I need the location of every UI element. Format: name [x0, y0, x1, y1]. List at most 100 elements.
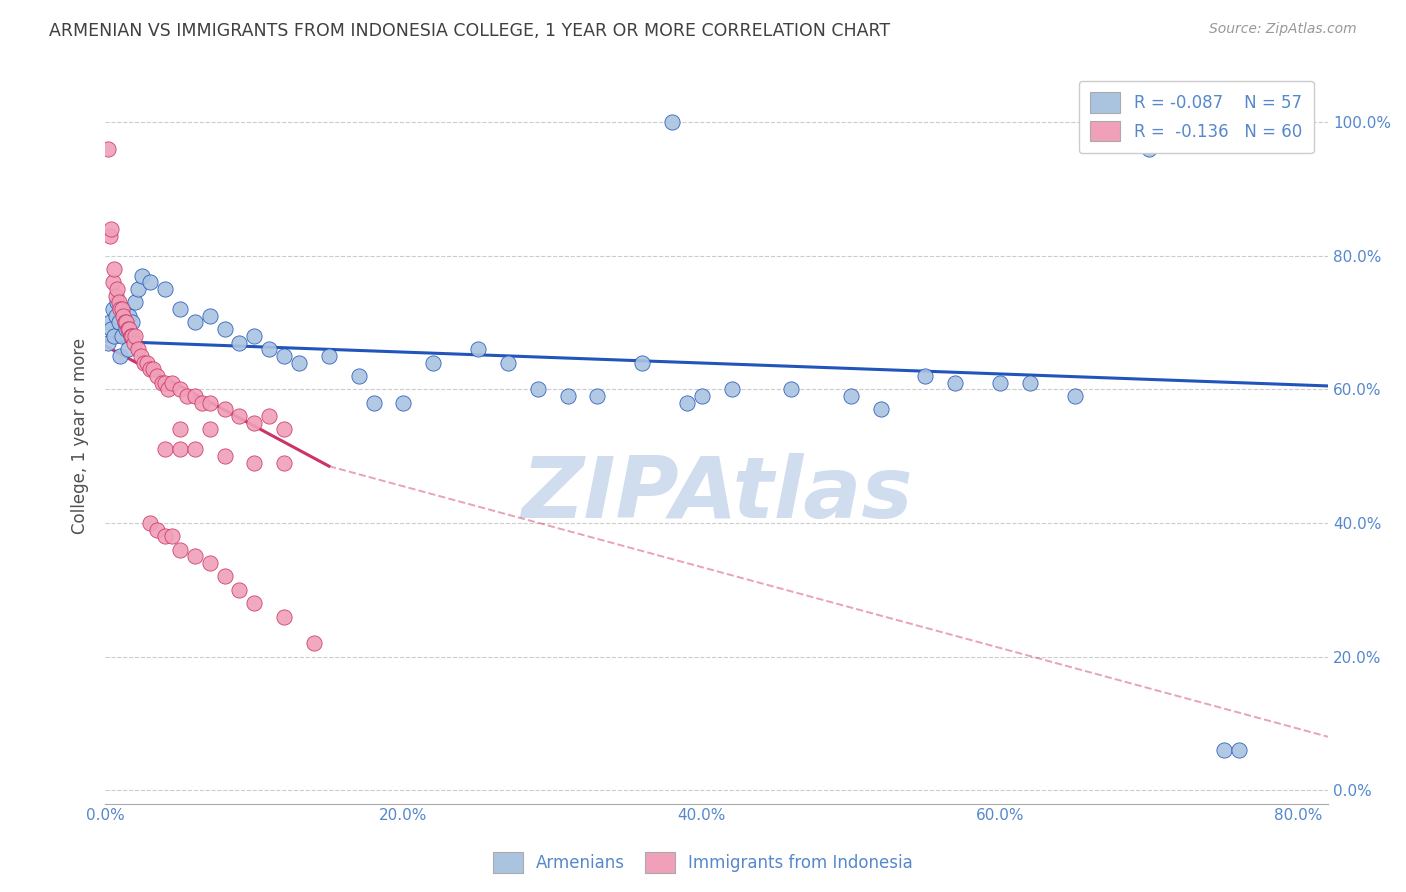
Point [153, 376, 176, 390]
Point [114, 316, 136, 330]
Point [105, 295, 128, 310]
Point [169, 302, 191, 317]
Point [183, 389, 205, 403]
Point [228, 582, 250, 597]
Point [259, 342, 281, 356]
Point [98, 228, 121, 243]
Point [676, 395, 699, 409]
Point [150, 376, 173, 390]
Point [100, 222, 122, 236]
Point [392, 395, 415, 409]
Point [153, 442, 176, 457]
Point [121, 328, 143, 343]
Point [118, 322, 141, 336]
Point [121, 316, 143, 330]
Point [869, 402, 891, 417]
Point [139, 276, 162, 290]
Point [1212, 743, 1234, 757]
Point [162, 376, 184, 390]
Point [496, 355, 519, 369]
Point [169, 442, 191, 457]
Point [273, 349, 295, 363]
Point [100, 322, 122, 336]
Point [153, 282, 176, 296]
Point [198, 309, 221, 323]
Point [176, 389, 198, 403]
Point [107, 295, 129, 310]
Point [146, 523, 169, 537]
Point [127, 342, 149, 356]
Point [273, 456, 295, 470]
Point [228, 335, 250, 350]
Point [108, 302, 131, 317]
Point [139, 516, 162, 530]
Point [101, 276, 124, 290]
Point [112, 309, 135, 323]
Point [110, 302, 132, 317]
Point [198, 422, 221, 436]
Point [214, 402, 236, 417]
Point [114, 316, 136, 330]
Point [243, 328, 266, 343]
Point [183, 442, 205, 457]
Point [1063, 389, 1085, 403]
Text: Source: ZipAtlas.com: Source: ZipAtlas.com [1209, 22, 1357, 37]
Point [117, 342, 139, 356]
Point [422, 355, 444, 369]
Point [214, 569, 236, 583]
Point [273, 422, 295, 436]
Point [467, 342, 489, 356]
Point [1227, 743, 1250, 757]
Point [132, 355, 155, 369]
Point [98, 316, 121, 330]
Point [120, 328, 142, 343]
Point [169, 422, 191, 436]
Point [183, 316, 205, 330]
Point [302, 636, 325, 650]
Point [1018, 376, 1040, 390]
Point [243, 416, 266, 430]
Point [191, 395, 214, 409]
Legend: R = -0.087    N = 57, R =  -0.136   N = 60: R = -0.087 N = 57, R = -0.136 N = 60 [1078, 80, 1313, 153]
Point [146, 368, 169, 383]
Point [914, 368, 936, 383]
Point [131, 268, 153, 283]
Point [124, 328, 146, 343]
Point [107, 316, 129, 330]
Point [101, 302, 124, 317]
Point [103, 328, 125, 343]
Y-axis label: College, 1 year or more: College, 1 year or more [72, 338, 89, 534]
Point [243, 596, 266, 610]
Point [259, 409, 281, 423]
Point [363, 395, 385, 409]
Point [1137, 142, 1160, 156]
Point [318, 349, 340, 363]
Point [780, 382, 803, 396]
Point [214, 449, 236, 463]
Point [127, 282, 149, 296]
Point [557, 389, 579, 403]
Point [661, 115, 683, 129]
Point [115, 322, 138, 336]
Point [347, 368, 370, 383]
Point [720, 382, 742, 396]
Point [103, 262, 125, 277]
Text: ZIPAtlas: ZIPAtlas [520, 453, 912, 536]
Point [988, 376, 1011, 390]
Point [122, 335, 145, 350]
Point [198, 395, 221, 409]
Point [243, 456, 266, 470]
Point [839, 389, 862, 403]
Point [169, 382, 191, 396]
Point [118, 309, 141, 323]
Point [104, 289, 127, 303]
Point [97, 335, 120, 350]
Legend: Armenians, Immigrants from Indonesia: Armenians, Immigrants from Indonesia [486, 846, 920, 880]
Point [108, 349, 131, 363]
Point [120, 328, 142, 343]
Point [288, 355, 311, 369]
Point [139, 362, 162, 376]
Point [631, 355, 654, 369]
Point [112, 302, 135, 317]
Point [124, 295, 146, 310]
